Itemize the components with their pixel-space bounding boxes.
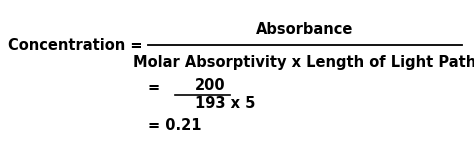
Text: Molar Absorptivity x Length of Light Path: Molar Absorptivity x Length of Light Pat…	[133, 54, 474, 69]
Text: 200: 200	[195, 78, 226, 93]
Text: =: =	[148, 80, 165, 95]
Text: = 0.21: = 0.21	[148, 118, 201, 132]
Text: 193 x 5: 193 x 5	[195, 95, 255, 110]
Text: Concentration =: Concentration =	[8, 37, 147, 52]
Text: Absorbance: Absorbance	[256, 22, 354, 37]
